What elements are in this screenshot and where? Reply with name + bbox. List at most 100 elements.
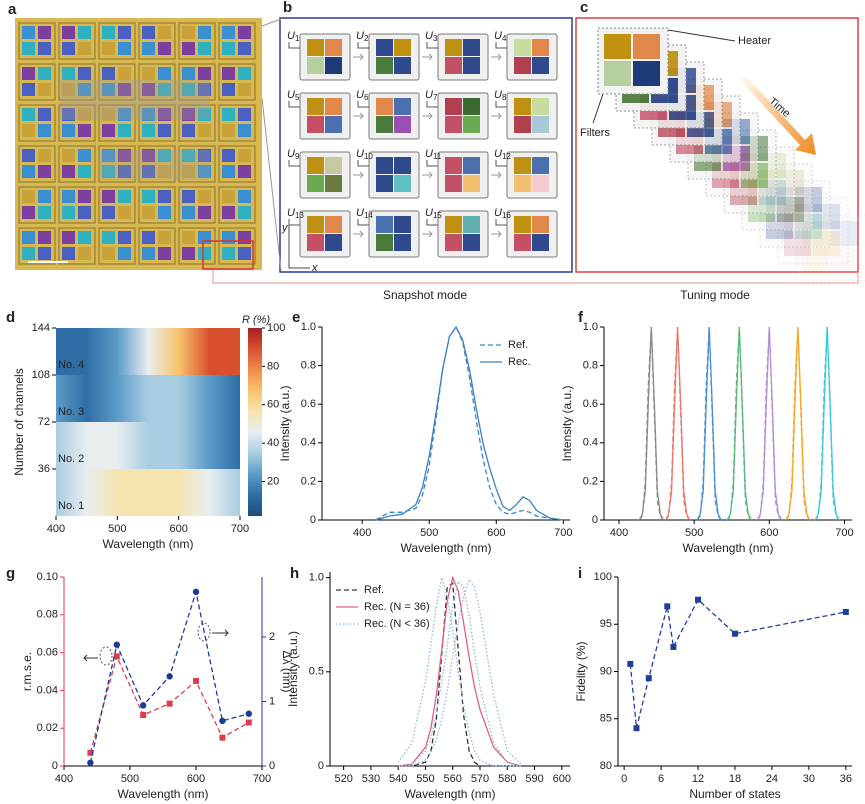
electrode: [98, 22, 136, 60]
flow-arrow: [353, 230, 364, 238]
pixel: [238, 165, 251, 178]
unit-symbol: U: [425, 89, 433, 101]
x-tick-label: 400: [47, 523, 65, 535]
pixel: [142, 190, 155, 203]
filter: [376, 175, 393, 192]
electrode: [18, 145, 56, 183]
series-line: [696, 326, 722, 521]
filter: [784, 231, 811, 256]
pixel: [182, 231, 195, 244]
marker: [219, 734, 226, 741]
x-tick-label: 580: [498, 773, 516, 785]
pixel: [78, 206, 91, 219]
pixel: [182, 26, 195, 39]
pixel: [198, 26, 211, 39]
filter: [445, 234, 462, 251]
pixel: [22, 190, 35, 203]
filter: [325, 234, 342, 251]
unit-label: U3: [425, 30, 438, 43]
y-axis-label: Number of channels: [12, 368, 26, 475]
pixel: [38, 108, 51, 121]
y-axis-label: Intensity (a.u.): [286, 631, 300, 707]
filter: [802, 221, 829, 246]
unit-label: U8: [494, 89, 507, 102]
pixel: [142, 108, 155, 121]
y2-axis-label: Δλ (nm): [280, 650, 294, 692]
electrode: [178, 227, 216, 265]
x-axis-label: Wavelength (nm): [683, 541, 774, 555]
unit-symbol: U: [287, 30, 295, 42]
pixel: [102, 124, 115, 137]
x-tick-label: 500: [121, 773, 139, 785]
pixel: [78, 42, 91, 55]
x-tick-label: 18: [729, 773, 741, 785]
unit-symbol: U: [356, 89, 364, 101]
electrode: [58, 227, 96, 265]
pixel: [102, 206, 115, 219]
y2-tick-label: 1: [269, 695, 275, 707]
pixel: [38, 206, 51, 219]
pixel: [62, 42, 75, 55]
x-axis-label: Wavelength (nm): [401, 541, 492, 555]
pixel: [182, 42, 195, 55]
heater-layer: [777, 197, 849, 265]
unit-symbol: U: [494, 207, 502, 219]
filter: [463, 234, 480, 251]
y-tick-label: 0.4: [583, 437, 598, 449]
pixel: [102, 190, 115, 203]
tuning-frame: [575, 17, 859, 273]
y-axis-label: Fidelity (%): [574, 641, 588, 701]
pixel: [102, 165, 115, 178]
unit-bracket: [495, 42, 507, 49]
row-label: No. 2: [58, 453, 84, 465]
filter: [394, 116, 411, 133]
flow-arrow: [491, 230, 502, 238]
y-tick-label: 95: [600, 618, 612, 630]
filter: [394, 157, 411, 174]
unit-bracket: [357, 101, 369, 108]
filter: [777, 197, 804, 222]
filter: [376, 116, 393, 133]
filter: [514, 116, 531, 133]
pixel: [118, 231, 131, 244]
flow-arrow: [491, 53, 502, 61]
pixel: [222, 83, 235, 96]
heater-layer: [795, 214, 865, 282]
pixel: [102, 149, 115, 162]
heatmap-row: [56, 375, 240, 422]
filter: [532, 98, 549, 115]
pointer: [667, 29, 736, 42]
pixel: [62, 231, 75, 244]
pixel: [222, 206, 235, 219]
zoom-box: [202, 240, 254, 270]
legend-label: Ref.: [364, 584, 384, 596]
filter: [445, 216, 462, 233]
filter: [831, 221, 858, 246]
marker: [87, 759, 94, 766]
marker: [245, 710, 252, 717]
x-tick-label: 500: [420, 527, 438, 539]
unit-bracket: [495, 219, 507, 226]
legend-label: Ref.: [508, 339, 528, 351]
filter: [802, 248, 829, 273]
pixel: [142, 67, 155, 80]
y2-tick-label: 0: [269, 760, 275, 772]
series-line: [756, 326, 782, 521]
filter: [532, 116, 549, 133]
marker: [627, 660, 634, 667]
filter: [532, 175, 549, 192]
electrode: [18, 63, 56, 101]
pixel: [198, 247, 211, 260]
legend-label: Rec. (N < 36): [364, 618, 430, 630]
filter: [376, 216, 393, 233]
haze: [60, 80, 210, 120]
filter: [463, 216, 480, 233]
pixel: [198, 231, 211, 244]
marker: [732, 630, 738, 637]
marker: [695, 596, 702, 603]
pixel: [142, 149, 155, 162]
filter: [394, 175, 411, 192]
x-axis-label: Wavelength (nm): [103, 537, 194, 551]
pixel: [78, 108, 91, 121]
electrode: [218, 186, 256, 224]
